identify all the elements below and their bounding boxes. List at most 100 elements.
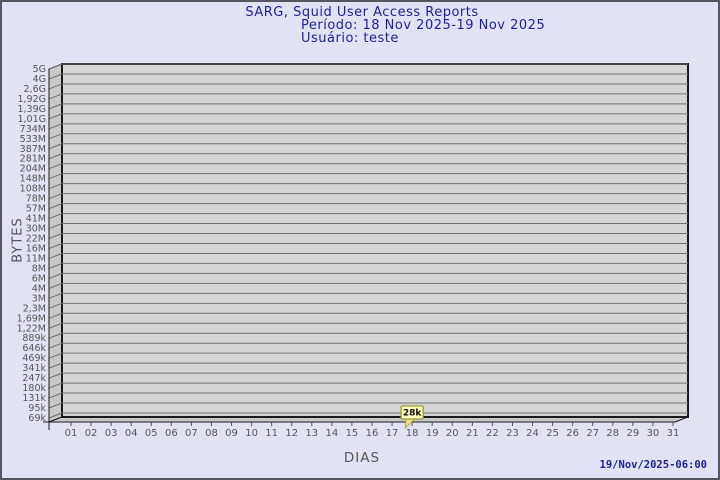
y-tick-label: 2,3M	[23, 303, 46, 314]
y-tick-label: 11M	[26, 253, 46, 264]
y-tick	[48, 412, 63, 419]
x-tick-label: 02	[85, 428, 98, 439]
report-user: Usuário: teste	[301, 31, 399, 46]
x-tick-label: 12	[285, 428, 298, 439]
y-tick-label: 4M	[32, 283, 46, 294]
y-tick	[48, 352, 63, 359]
x-tick-label: 23	[506, 428, 519, 439]
x-tick-label: 07	[185, 428, 198, 439]
generated-timestamp: 19/Nov/2025-06:00	[599, 459, 707, 471]
y-tick	[48, 402, 63, 409]
x-tick-label: 06	[165, 428, 178, 439]
x-tick-label: 27	[586, 428, 599, 439]
y-tick	[48, 203, 63, 210]
x-tick-label: 21	[466, 428, 479, 439]
y-tick-label: 469k	[22, 353, 46, 364]
y-tick	[48, 123, 63, 130]
x-tick-label: 24	[526, 428, 539, 439]
y-tick	[48, 83, 63, 90]
y-tick-label: 108M	[20, 184, 46, 195]
y-tick	[48, 382, 63, 389]
y-tick-label: 16M	[26, 243, 46, 254]
y-tick	[48, 272, 63, 279]
y-axis-title: BYTES	[10, 217, 26, 263]
y-tick	[48, 133, 63, 140]
y-tick	[48, 342, 63, 349]
y-tick-label: 30M	[26, 224, 46, 235]
x-tick-label: 04	[125, 428, 138, 439]
y-tick-label: 95k	[28, 403, 46, 414]
y-tick	[48, 322, 63, 329]
x-tick-label: 17	[386, 428, 399, 439]
x-tick-label: 14	[325, 428, 338, 439]
y-tick-label: 78M	[26, 194, 46, 205]
y-tick	[48, 73, 63, 80]
y-tick	[48, 183, 63, 190]
y-tick	[48, 113, 63, 120]
y-tick-label: 889k	[22, 333, 46, 344]
x-tick-label: 15	[346, 428, 359, 439]
x-tick-label: 28	[606, 428, 619, 439]
x-tick-label: 18	[406, 428, 419, 439]
report-period: Período: 18 Nov 2025-19 Nov 2025	[301, 18, 546, 33]
data-point-box	[400, 405, 424, 420]
y-tick-label: 1,01G	[17, 114, 46, 125]
x-tick-label: 01	[65, 428, 78, 439]
page-title: SARG, Squid User Access Reports	[245, 5, 479, 20]
x-tick-label: 19	[426, 428, 439, 439]
y-tick	[48, 372, 63, 379]
y-tick	[48, 153, 63, 160]
x-tick-label: 16	[366, 428, 379, 439]
y-tick	[48, 332, 63, 339]
y-tick-label: 341k	[22, 363, 46, 374]
x-tick-label: 30	[647, 428, 660, 439]
y-tick-label: 387M	[20, 144, 46, 155]
y-tick-label: 204M	[20, 164, 46, 175]
x-tick-label: 03	[105, 428, 118, 439]
y-tick-label: 8M	[32, 263, 46, 274]
y-tick	[48, 262, 63, 269]
y-tick	[48, 392, 63, 399]
x-tick-label: 10	[245, 428, 258, 439]
y-tick-label: 2,6G	[24, 84, 46, 95]
y-tick-label: 6M	[32, 273, 46, 284]
y-tick-label: 180k	[22, 383, 46, 394]
y-tick	[48, 103, 63, 110]
y-tick-label: 1,69M	[17, 313, 46, 324]
y-tick	[48, 312, 63, 319]
y-tick-label: 41M	[26, 214, 46, 225]
y-tick-label: 148M	[20, 174, 46, 185]
x-tick-label: 25	[546, 428, 559, 439]
y-tick-label: 69k	[28, 413, 46, 424]
x-tick-label: 22	[486, 428, 499, 439]
y-tick-label: 131k	[22, 393, 46, 404]
y-tick	[48, 93, 63, 100]
y-tick-label: 1,39G	[17, 104, 46, 115]
y-tick	[48, 223, 63, 230]
y-tick-label: 22M	[26, 234, 46, 245]
y-tick	[48, 282, 63, 289]
x-tick-label: 20	[446, 428, 459, 439]
y-tick	[48, 252, 63, 259]
y-tick	[48, 302, 63, 309]
y-tick	[48, 163, 63, 170]
x-tick-label: 31	[667, 428, 680, 439]
y-tick	[48, 143, 63, 150]
y-tick-label: 646k	[22, 343, 46, 354]
y-tick-label: 57M	[26, 204, 46, 215]
x-tick-label: 13	[305, 428, 318, 439]
y-tick-label: 5G	[33, 64, 46, 75]
y-tick-label: 281M	[20, 154, 46, 165]
x-tick-label: 08	[205, 428, 218, 439]
y-tick-label: 247k	[22, 373, 46, 384]
y-tick	[48, 362, 63, 369]
data-point-label: 28k	[403, 409, 423, 419]
y-tick	[48, 193, 63, 200]
x-tick-label: 29	[626, 428, 639, 439]
y-tick-label: 3M	[32, 293, 46, 304]
y-tick-label: 734M	[20, 124, 46, 135]
chart-back-wall	[61, 63, 689, 418]
y-tick-label: 1,92G	[17, 94, 46, 105]
y-tick-label: 533M	[20, 134, 46, 145]
